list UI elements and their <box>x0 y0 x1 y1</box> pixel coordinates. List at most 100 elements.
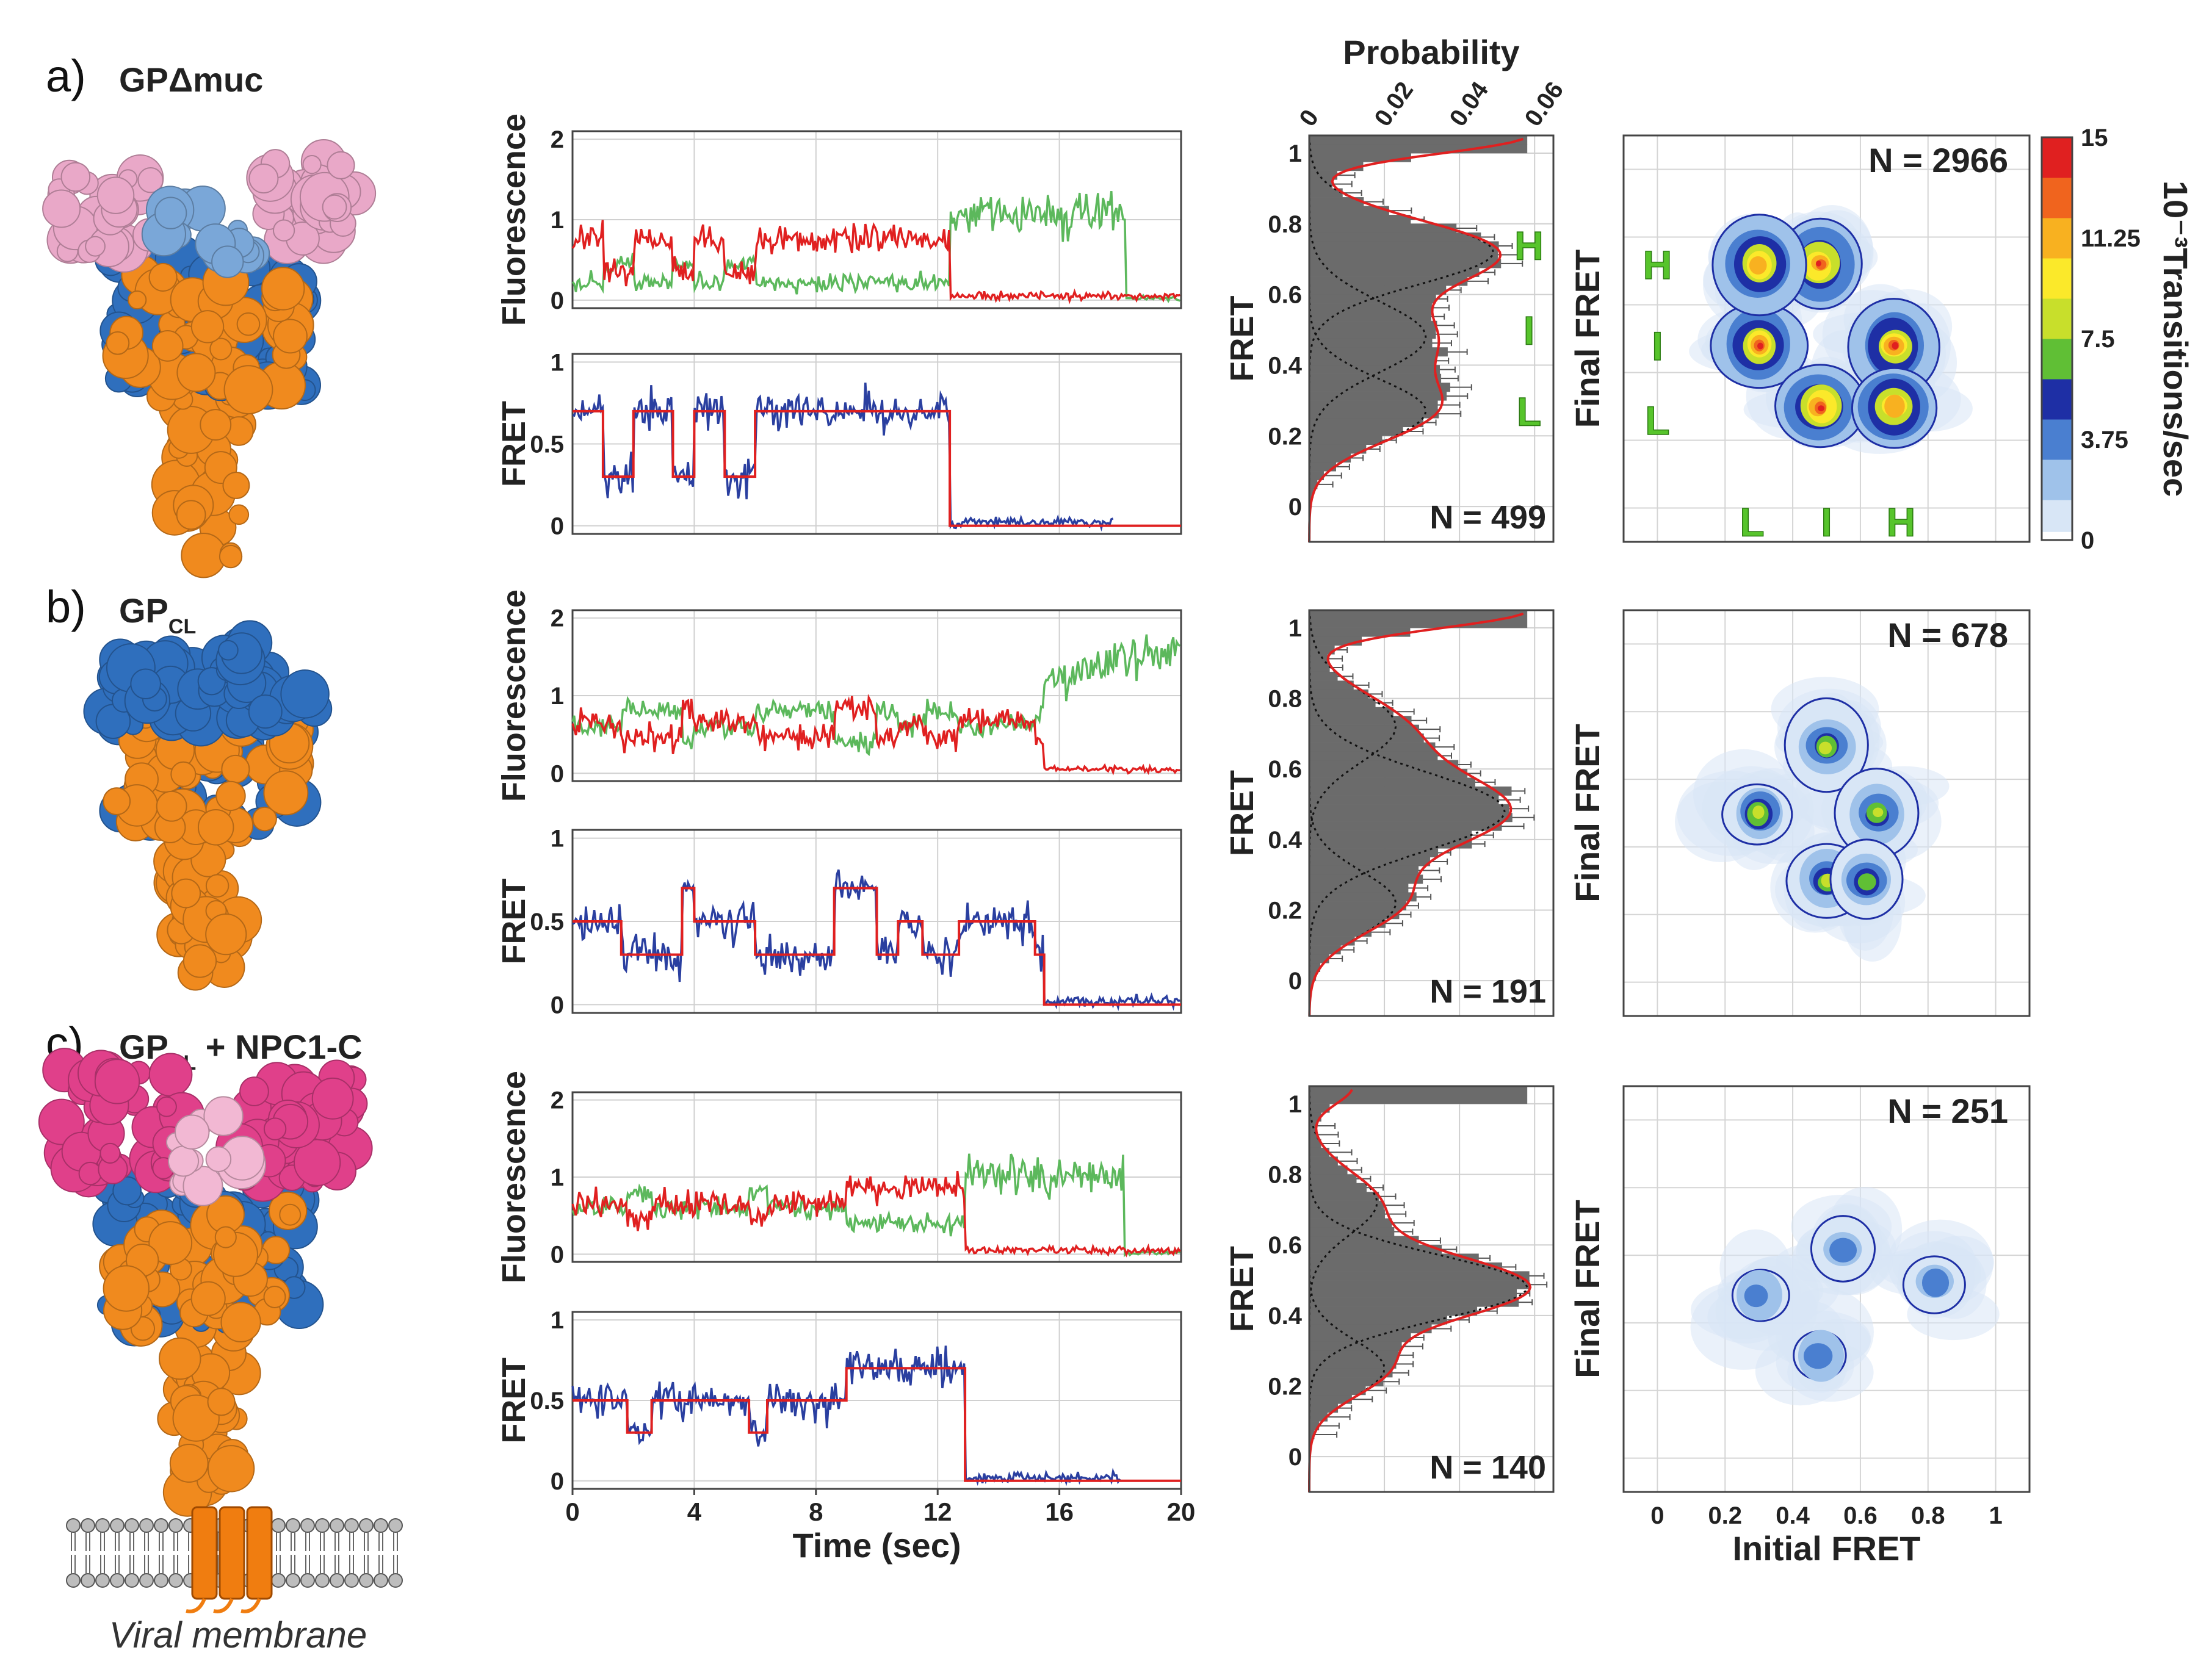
idealized-fret-trace <box>573 409 1181 527</box>
hist-fret-tick-label: 0.2 <box>1268 423 1302 450</box>
y-tick-label: 0.5 <box>530 1388 564 1414</box>
histogram-bar <box>1309 330 1436 339</box>
colorbar-label: 10⁻³Transitions/sec <box>2156 181 2195 497</box>
histogram-bar <box>1309 707 1393 716</box>
lipid-head <box>388 1573 403 1588</box>
surface-bead <box>148 262 178 292</box>
plot-frame <box>1622 609 2031 1017</box>
histogram-bar <box>1309 830 1472 840</box>
histogram-bar <box>1309 427 1403 436</box>
histogram-bar <box>1309 1165 1348 1175</box>
panel-letter: a) <box>46 51 86 101</box>
plot-frame <box>571 130 1182 309</box>
plot-frame <box>571 609 1182 782</box>
protein-structure-b <box>83 620 333 991</box>
protein-structure-a <box>42 139 377 578</box>
surface-bead <box>159 1337 201 1380</box>
idealized-fret-trace <box>573 1367 1181 1482</box>
density-contour <box>1873 807 1884 818</box>
surface-bead <box>175 1114 210 1150</box>
histogram-bar <box>1309 671 1338 681</box>
fret-plot-a: 0 0.5 1 FRET <box>496 349 1182 540</box>
y-tick-label: 1 <box>551 207 564 234</box>
gaussian-fit-component <box>1308 1089 1528 1492</box>
colorbar-segment <box>2042 419 2072 460</box>
y-tick-label: 1 <box>551 1164 564 1191</box>
transmembrane-helix <box>219 1506 245 1600</box>
surface-bead <box>248 694 283 729</box>
surface-bead <box>38 1098 85 1145</box>
lipid-head <box>359 1573 374 1588</box>
panel-title-b: b) GPCL <box>46 582 196 638</box>
lipid-head <box>330 1518 344 1533</box>
time-tick-label: 8 <box>809 1497 823 1526</box>
time-axis-label: Time (sec) <box>793 1526 961 1565</box>
panel-name-main: GPΔmuc <box>119 60 263 99</box>
fret-histogram-b: 0 0.2 0.4 0.6 0.8 1 FRET N = 191 <box>1224 609 1555 1017</box>
lipid-head <box>81 1573 95 1588</box>
hist-fret-tick-label: 0 <box>1289 494 1302 521</box>
surface-bead <box>148 1053 193 1097</box>
viral-membrane: Viral membrane <box>66 1506 403 1655</box>
state-label-L: L <box>1517 389 1541 434</box>
lipid-head <box>271 1573 286 1588</box>
histogram-bar <box>1309 1368 1393 1378</box>
histogram-bar <box>1309 1236 1419 1245</box>
lipid-head <box>271 1518 286 1533</box>
y-tick-label: 1 <box>551 683 564 710</box>
histogram-bar <box>1309 777 1476 787</box>
surface-bead <box>203 1096 244 1136</box>
histogram-bar <box>1309 610 1528 619</box>
blue-head-right <box>197 620 333 741</box>
hist-fret-tick-label: 0.6 <box>1268 282 1302 309</box>
hist-n-label: N = 499 <box>1429 499 1546 536</box>
hist-fret-tick-label: 1 <box>1289 140 1302 167</box>
colorbar-segment <box>2042 258 2072 299</box>
colorbar-segment <box>2042 339 2072 380</box>
plot-frame <box>571 1091 1182 1263</box>
orange-body <box>102 255 314 415</box>
hist-fret-tick-label: 1 <box>1289 1091 1302 1118</box>
surface-bead <box>106 331 130 355</box>
density-contour <box>1884 394 1905 418</box>
donor-trace <box>571 190 1180 303</box>
surface-bead <box>211 245 244 278</box>
state-label-I: I <box>1523 308 1534 353</box>
histogram-bar <box>1309 373 1442 383</box>
tdp-n-label: N = 2966 <box>1868 141 2008 179</box>
initial-fret-axis-label: Initial FRET <box>1733 1529 1921 1568</box>
lipid-head <box>344 1518 359 1533</box>
lipid-head <box>315 1518 330 1533</box>
surface-bead <box>190 310 225 344</box>
surface-bead <box>190 1281 226 1316</box>
transition-density-plot-b: Final FRET N = 678 <box>1568 609 2031 1017</box>
initial-fret-tick-label: 0.2 <box>1708 1502 1742 1529</box>
y-tick-label: 1 <box>551 349 564 376</box>
y-tick-label: 0 <box>551 1468 564 1495</box>
colorbar-segment <box>2042 218 2072 259</box>
histogram-bar <box>1309 276 1468 286</box>
acceptor-trace <box>571 1170 1181 1258</box>
density-contour <box>1749 256 1767 275</box>
surface-bead <box>223 365 273 415</box>
density-contour <box>1818 405 1824 412</box>
surface-bead <box>137 167 164 193</box>
fluorescence-plot-a: 0 1 2 Fluorescence <box>496 113 1182 326</box>
histogram-bar <box>1309 786 1512 796</box>
blue-head-left <box>95 635 226 747</box>
colorbar-tick-label: 0 <box>2081 527 2094 554</box>
plot-frame <box>1622 1085 2031 1493</box>
lipid-head <box>110 1518 125 1533</box>
fluorescence-axis-label: Fluorescence <box>496 1071 532 1283</box>
hist-fret-axis-label: FRET <box>1224 1246 1260 1332</box>
histogram-bar <box>1309 267 1480 277</box>
colorbar-tick-label: 7.5 <box>2081 326 2115 353</box>
y-tick-label: 0 <box>551 760 564 787</box>
npc1-back <box>165 1096 267 1206</box>
hist-fret-axis-label: FRET <box>1224 296 1260 382</box>
fret-axis-label: FRET <box>496 1358 532 1444</box>
surface-bead <box>183 944 217 978</box>
transmembrane-helix <box>246 1506 273 1600</box>
density-contour <box>1818 741 1832 755</box>
orange-stalk <box>153 818 262 991</box>
